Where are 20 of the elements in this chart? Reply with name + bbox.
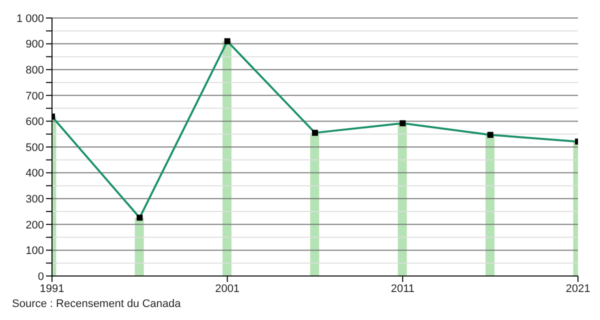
x-tick-label: 2021: [566, 282, 590, 295]
y-tick-label: 1 000: [16, 12, 44, 25]
y-tick-label: 600: [26, 116, 44, 128]
x-tick-label: 2011: [390, 282, 414, 295]
y-tick-label: 200: [26, 219, 44, 232]
y-tick-label: 300: [26, 194, 44, 206]
x-tick-label: 2001: [215, 282, 240, 295]
y-tick-label: 100: [26, 245, 44, 258]
y-tick-label: 400: [26, 168, 44, 180]
y-tick-label: 0: [38, 270, 44, 283]
x-tick-label: 1991: [40, 282, 64, 295]
bar: [222, 41, 232, 276]
y-tick-label: 900: [26, 38, 44, 51]
bar: [486, 134, 494, 276]
bar: [310, 132, 320, 276]
source-note: Source : Recensement du Canada: [12, 298, 182, 310]
y-tick-label: 700: [26, 90, 44, 102]
y-tick-label: 500: [26, 142, 44, 154]
bar: [398, 123, 407, 276]
y-tick-label: 800: [26, 64, 44, 77]
